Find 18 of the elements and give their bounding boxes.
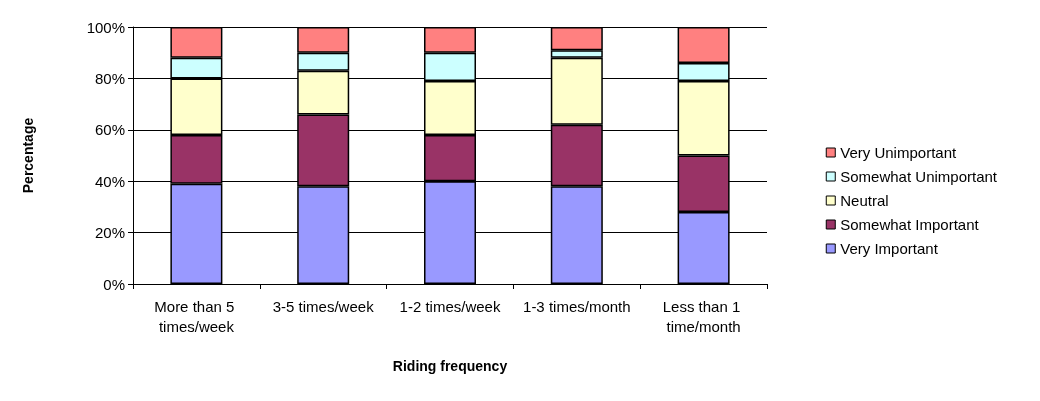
legend-label: Very Unimportant	[840, 144, 957, 161]
y-tick-label: 20%	[94, 224, 125, 242]
x-tick-label: More than 5 times/week	[154, 297, 239, 335]
legend-label: Neutral	[840, 192, 889, 209]
x-axis-title: Riding frequency	[392, 358, 508, 374]
y-tick-label: 100%	[86, 18, 125, 36]
y-tick-label: 0%	[103, 275, 125, 293]
legend-label: Somewhat Important	[840, 216, 980, 233]
y-tick-label: 40%	[94, 172, 125, 190]
x-tick-label: 1-3 times/month	[523, 297, 631, 315]
y-axis-title: Percentage	[20, 117, 36, 194]
y-tick-label: 60%	[94, 121, 125, 139]
x-tick-label: 1-2 times/week	[399, 297, 501, 315]
legend-label: Very Important	[840, 240, 939, 257]
x-tick-label: Less than 1 time/month	[662, 297, 745, 335]
y-tick-label: 80%	[94, 69, 125, 87]
x-tick-label: 3-5 times/week	[272, 297, 375, 315]
legend-label: Somewhat Unimportant	[840, 168, 998, 185]
